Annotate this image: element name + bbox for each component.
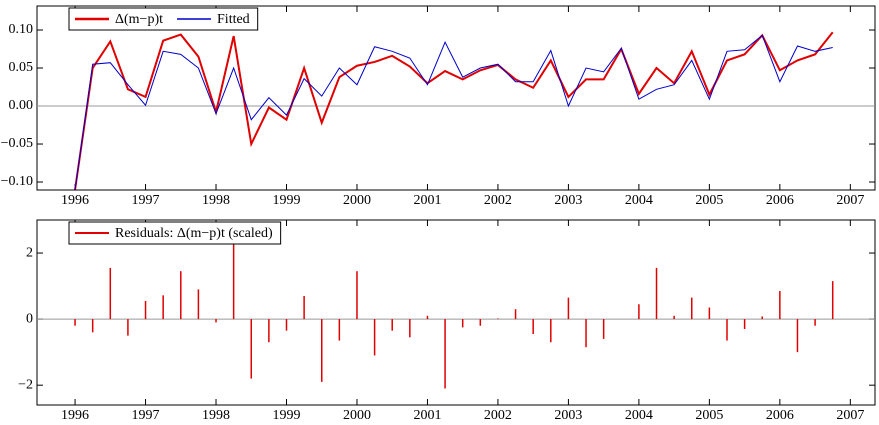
x-tick-label: 2004 [625,408,653,423]
x-tick-label: 1998 [202,408,230,423]
data-line [74,31,834,190]
legend-label: Fitted [217,12,250,27]
x-tick-label: 2003 [554,193,582,208]
legend-box [68,7,259,31]
x-tick-label: 2005 [695,193,723,208]
x-tick-label: 1997 [132,193,160,208]
y-tick-label: 2 [26,245,33,260]
x-tick-label: 1998 [202,193,230,208]
x-tick-label: 1996 [61,193,89,208]
x-tick-label: 2006 [766,408,794,423]
x-tick-label: 2000 [343,408,371,423]
data-line [74,34,833,190]
y-tick-label: 0.00 [9,98,34,113]
x-tick-label: 2002 [484,193,512,208]
x-tick-label: 2002 [484,408,512,423]
x-tick-label: 2005 [695,408,723,423]
y-tick-label: −0.05 [1,136,33,151]
x-tick-label: 2007 [836,193,864,208]
y-tick-label: −2 [18,377,33,392]
y-tick-label: 0.05 [9,60,34,75]
x-tick-label: 2003 [554,408,582,423]
y-tick-label: 0.10 [9,22,34,37]
legend-label: Residuals: Δ(m−p)t (scaled) [115,226,273,241]
x-tick-label: 2007 [836,408,864,423]
x-tick-label: 2001 [413,408,441,423]
x-tick-label: 1997 [132,408,160,423]
legend-label: Δ(m−p)t [115,12,163,27]
x-tick-label: 1999 [272,408,300,423]
plot-frame [36,5,876,191]
x-tick-label: 2000 [343,193,371,208]
y-tick-label: −0.10 [1,174,33,189]
x-tick-label: 2006 [766,193,794,208]
y-tick-label: 0 [26,311,33,326]
x-tick-label: 2001 [413,193,441,208]
x-tick-label: 2004 [625,193,653,208]
plot-frame [36,219,876,406]
x-tick-label: 1996 [61,408,89,423]
legend-box [68,221,282,245]
x-tick-label: 1999 [272,193,300,208]
